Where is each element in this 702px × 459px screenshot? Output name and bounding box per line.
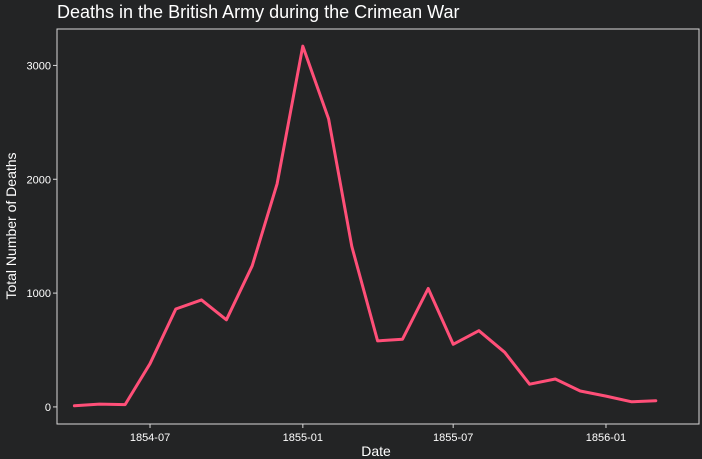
x-tick-label: 1855-07	[433, 432, 473, 444]
series-line	[72, 44, 658, 408]
plot-panel	[56, 28, 700, 425]
y-tick-label: 2000	[27, 174, 51, 186]
x-tick-label: 1856-01	[586, 432, 626, 444]
x-tick-label: 1854-07	[130, 432, 170, 444]
y-axis: 0 1000 2000 3000	[27, 60, 57, 414]
chart-title: Deaths in the British Army during the Cr…	[57, 2, 460, 22]
x-axis-title: Date	[361, 443, 391, 459]
y-tick-label: 3000	[27, 60, 51, 72]
x-tick-label: 1855-01	[283, 432, 323, 444]
y-tick-label: 1000	[27, 288, 51, 300]
y-tick-label: 0	[45, 402, 51, 414]
x-axis: 1854-07 1855-01 1855-07 1856-01	[130, 424, 626, 444]
y-axis-title: Total Number of Deaths	[3, 152, 19, 299]
